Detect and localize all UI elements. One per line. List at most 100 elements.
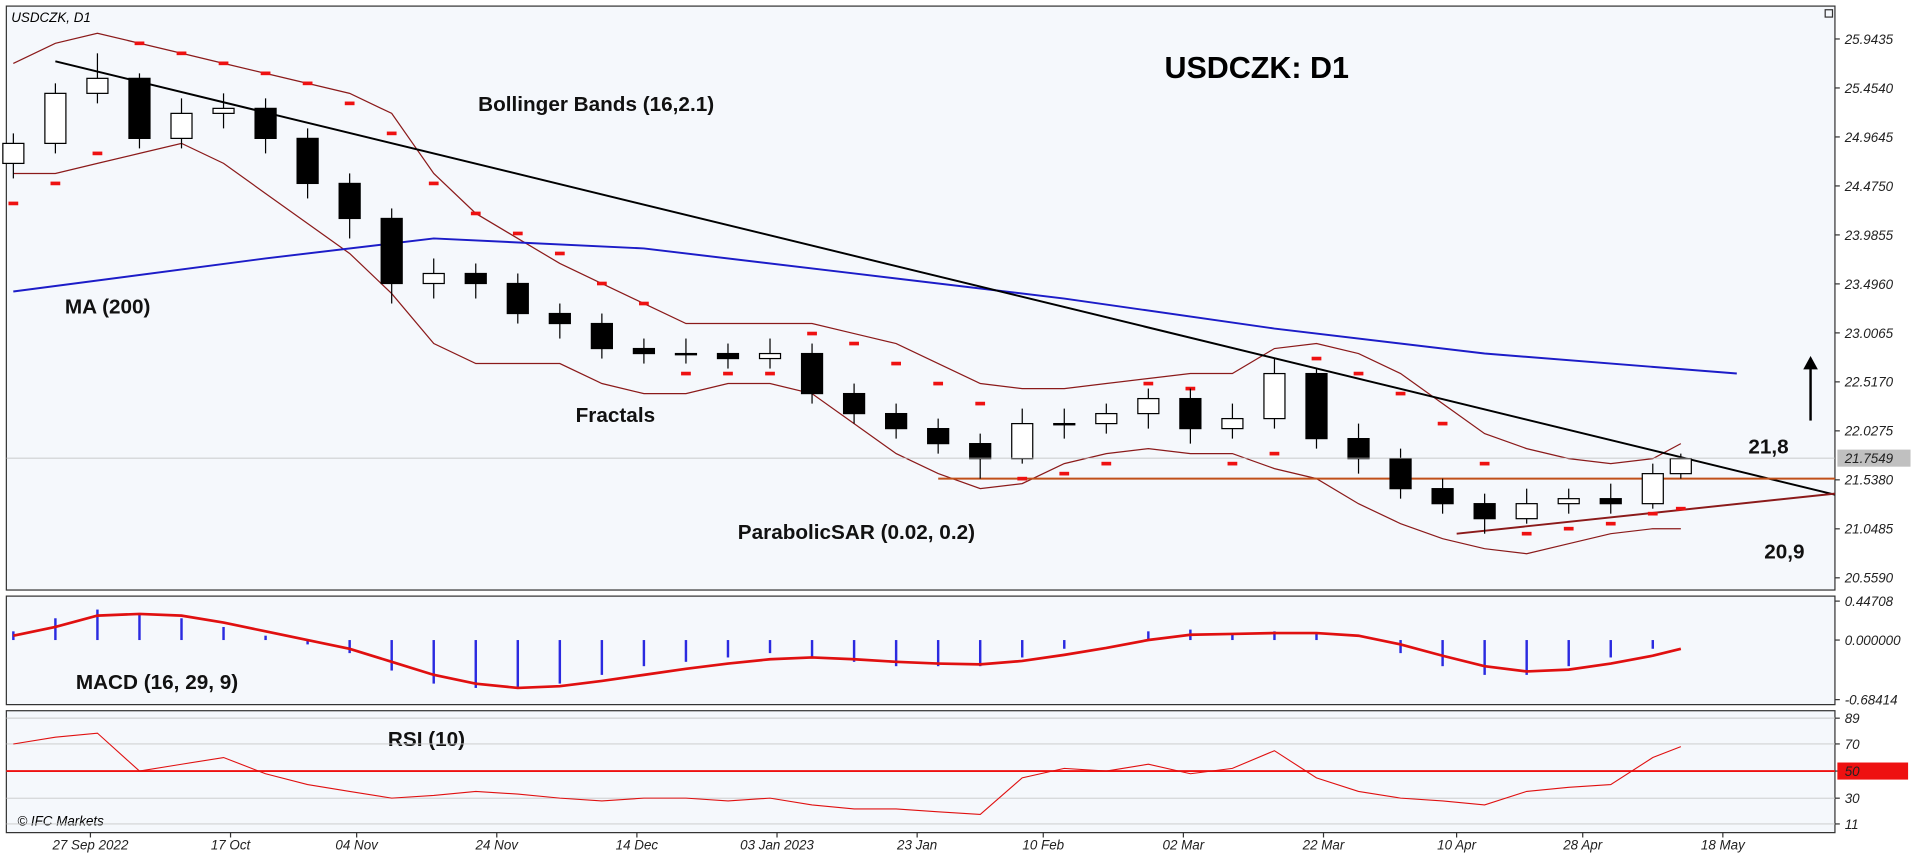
y-tick-label: 70 — [1845, 737, 1860, 752]
y-tick-label: 24.9645 — [1844, 130, 1894, 145]
y-tick-label: 21.5380 — [1844, 473, 1894, 488]
candle-body — [1011, 422, 1034, 460]
macd-title: MACD (16, 29, 9) — [76, 671, 238, 694]
up-arrow — [1803, 355, 1818, 421]
candle-body — [2, 142, 25, 165]
sar-label: ParabolicSAR (0.02, 0.2) — [738, 521, 975, 544]
sar-dot — [1101, 461, 1112, 466]
candle-body — [1515, 503, 1538, 520]
macd-bar — [1525, 640, 1528, 675]
trend-line — [55, 60, 1836, 496]
sar-dot — [344, 101, 355, 106]
sar-dot — [176, 51, 187, 56]
macd-bar — [558, 640, 562, 684]
y-tick-label: 50 — [1845, 764, 1860, 779]
macd-bar — [180, 618, 183, 641]
trend-line — [1456, 492, 1836, 535]
macd-signal — [13, 612, 1682, 690]
macd-bar — [852, 640, 856, 662]
annotation: 21,8 — [1748, 435, 1788, 458]
macd-bar — [1021, 640, 1024, 658]
sar-dot — [470, 211, 481, 216]
sar-dot — [723, 371, 733, 376]
candle-body — [1305, 372, 1328, 440]
sar-dot — [8, 201, 19, 206]
candle-body — [1669, 458, 1692, 475]
candle-body — [590, 322, 613, 350]
macd-bar — [1651, 640, 1655, 649]
candle-body — [927, 427, 950, 445]
y-tick-label: 0.000000 — [1845, 633, 1901, 648]
macd-bar — [306, 640, 309, 645]
candle-body — [338, 182, 361, 220]
sar-dot — [260, 71, 271, 76]
bollinger-label: Bollinger Bands (16,2.1) — [478, 93, 714, 116]
candle-body — [1389, 458, 1412, 490]
candle-body — [1599, 498, 1622, 505]
x-tick-label: 27 Sep 2022 — [51, 838, 129, 853]
macd-panel — [5, 595, 1836, 706]
candle-body — [716, 352, 740, 360]
sar-dot — [681, 371, 691, 376]
rsi-title: RSI (10) — [388, 728, 465, 751]
ma-line — [13, 237, 1737, 375]
macd-bar — [390, 640, 393, 671]
sar-dot — [1143, 381, 1154, 386]
macd-bar — [600, 640, 604, 675]
chart-title: USDCZK: D1 — [1164, 51, 1349, 85]
candle-body — [128, 77, 151, 140]
macd-bar — [684, 640, 688, 662]
annotation: Fractals — [576, 404, 655, 427]
candle-body — [422, 272, 445, 285]
macd-bar — [96, 609, 99, 641]
macd-bar — [978, 640, 982, 667]
candle-body — [212, 107, 235, 114]
y-tick-label: 30 — [1845, 791, 1860, 806]
y-tick-label: 22.5170 — [1844, 375, 1894, 390]
y-tick-label: 21.0485 — [1844, 522, 1894, 537]
sar-dot — [1395, 391, 1406, 396]
sar-dot — [765, 371, 775, 376]
macd-bar — [264, 635, 267, 641]
window-button[interactable] — [1824, 9, 1834, 18]
candle-body — [969, 443, 992, 460]
x-tick-label: 02 Mar — [1163, 838, 1205, 853]
macd-bar — [1231, 633, 1234, 641]
x-tick-label: 04 Nov — [335, 838, 379, 853]
x-tick-label: 17 Oct — [211, 838, 252, 853]
sar-dot — [1437, 421, 1448, 426]
x-tick-label: 22 Mar — [1302, 838, 1345, 853]
sar-dot — [50, 181, 61, 186]
x-tick-label: 18 May — [1701, 838, 1746, 853]
candle-body — [44, 92, 67, 145]
main-panel — [5, 5, 1836, 591]
sar-dot — [933, 381, 944, 386]
y-tick-label: 22.0275 — [1844, 424, 1894, 439]
macd-bar — [894, 640, 898, 667]
sar-dot — [596, 281, 607, 286]
macd-bar — [810, 640, 814, 658]
candle-body — [674, 352, 698, 356]
sar-dot — [1479, 461, 1490, 466]
candle-body — [1473, 503, 1496, 520]
y-tick-label: -0.68414 — [1845, 693, 1898, 708]
macd-bar — [1315, 633, 1318, 641]
bollinger-upper — [13, 32, 1682, 465]
sar-dot — [1059, 471, 1070, 476]
y-tick-label: 23.4960 — [1844, 277, 1894, 292]
y-tick-label: 89 — [1845, 711, 1860, 726]
candle-body — [1137, 397, 1160, 415]
sar-dot — [1311, 356, 1322, 361]
candle-body — [1179, 397, 1202, 430]
bollinger-lower — [13, 142, 1681, 555]
last-price-box — [1837, 449, 1911, 467]
sar-dot — [92, 151, 103, 156]
sar-dot — [1269, 451, 1280, 456]
y-tick-label: 23.0065 — [1844, 326, 1894, 341]
macd-bar — [54, 618, 57, 641]
sar-dot — [1017, 476, 1028, 481]
y-tick-label: 24.4750 — [1844, 179, 1894, 194]
y-tick-label: 0.44708 — [1845, 594, 1894, 609]
sar-dot — [1605, 521, 1616, 526]
